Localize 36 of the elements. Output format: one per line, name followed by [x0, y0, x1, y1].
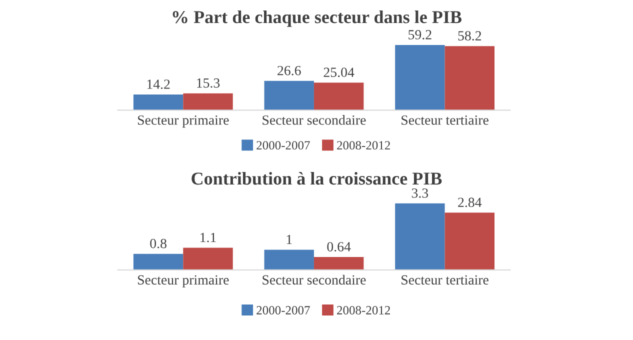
data-label: 26.6 [278, 66, 301, 76]
bar [314, 257, 364, 270]
bar [133, 254, 184, 270]
data-label: 1.1 [200, 232, 216, 242]
data-label: 14.2 [147, 80, 170, 89]
bar [395, 203, 445, 270]
x-tick-label: Secteur secondaire [262, 115, 366, 125]
data-label: 58.2 [458, 31, 482, 41]
data-label: 2.84 [458, 198, 482, 208]
bar [264, 80, 314, 110]
legend-label: 2008-2012 [337, 141, 390, 150]
x-tick-label: Secteur tertiaire [402, 275, 488, 285]
x-tick-label: Secteur primaire [138, 115, 229, 128]
x-tick-label: Secteur tertiaire [402, 115, 488, 125]
data-label: 25.04 [324, 68, 354, 78]
x-tick-label: Secteur secondaire [262, 274, 366, 285]
bar [133, 94, 184, 110]
x-tick-label: Secteur primaire [138, 275, 229, 288]
bar [183, 93, 233, 110]
legend-label: 2000-2007 [256, 306, 310, 314]
bar [444, 212, 494, 270]
bar [395, 44, 445, 110]
data-label: 0.8 [150, 238, 166, 248]
bar [183, 248, 233, 270]
chart-title: Contribution à la croissance PIB [192, 172, 442, 185]
data-label: 1 [286, 234, 292, 244]
data-label: 3.3 [412, 188, 428, 198]
bar [444, 46, 494, 110]
data-label: 15.3 [197, 78, 220, 88]
legend-label: 2008-2012 [337, 306, 390, 314]
chart-title: % Part de chaque secteur dans le PIB [172, 10, 462, 27]
bar [314, 82, 364, 110]
bar [264, 250, 314, 270]
data-label: 0.64 [327, 242, 351, 252]
legend-label: 2000-2007 [256, 141, 310, 150]
data-label: 59.2 [408, 30, 432, 40]
